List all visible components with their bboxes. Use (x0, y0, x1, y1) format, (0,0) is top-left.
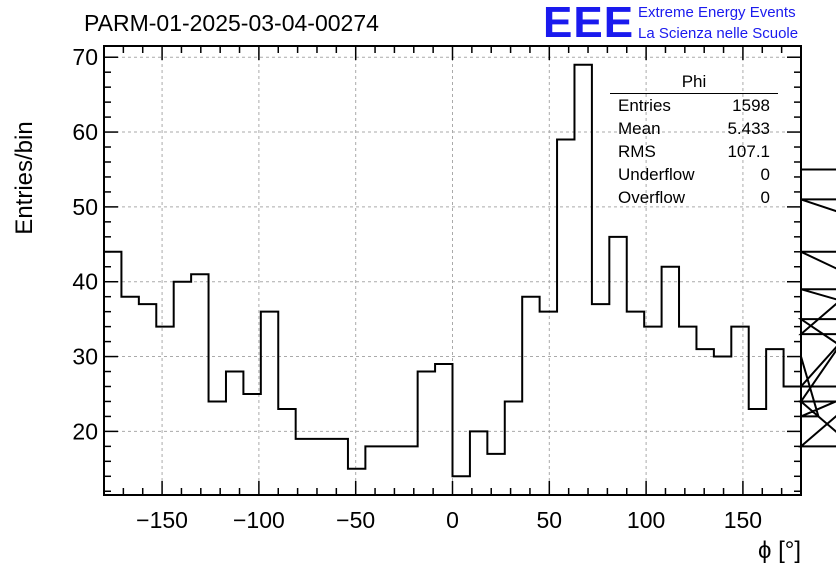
stats-row-overflow: Overflow 0 (610, 186, 778, 209)
stats-row-rms: RMS 107.1 (610, 140, 778, 163)
stats-label: Entries (618, 96, 671, 115)
x-tick-label: −100 (233, 507, 285, 533)
stats-value: 5.433 (727, 119, 770, 138)
stats-label: Mean (618, 119, 661, 138)
x-tick-label: 0 (446, 507, 459, 533)
grid (104, 46, 801, 495)
stats-row-entries: Entries 1598 (610, 94, 778, 117)
eee-logo-line1: Extreme Energy Events (638, 4, 796, 21)
y-tick-label: 60 (72, 119, 98, 145)
stats-label: RMS (618, 142, 656, 161)
stats-label: Underflow (618, 165, 695, 184)
stats-value: 107.1 (727, 142, 770, 161)
x-tick-label: 150 (724, 507, 762, 533)
histogram-series (104, 63, 836, 478)
stats-row-mean: Mean 5.433 (610, 117, 778, 140)
y-tick-label: 40 (72, 269, 98, 295)
stats-row-underflow: Underflow 0 (610, 163, 778, 186)
x-tick-label: 50 (537, 507, 563, 533)
x-tick-label: −50 (336, 507, 375, 533)
stats-value: 1598 (732, 96, 770, 115)
stats-box: Phi Entries 1598 Mean 5.433 RMS 107.1 Un… (610, 72, 778, 209)
eee-logo-text: EEE (543, 0, 635, 47)
y-tick-label: 20 (72, 418, 98, 444)
x-tick-label: 100 (627, 507, 665, 533)
tick-labels: −150 −100 −50 0 50 100 150 20 30 40 50 60 70 (72, 44, 762, 533)
y-tick-label: 50 (72, 194, 98, 220)
y-tick-label: 70 (72, 44, 98, 70)
stats-value: 0 (760, 188, 770, 207)
stats-value: 0 (760, 165, 770, 184)
stats-title: Phi (610, 72, 778, 94)
stats-label: Overflow (618, 188, 686, 207)
y-tick-label: 30 (72, 344, 98, 370)
x-axis-label: ϕ [°] (758, 537, 801, 564)
eee-logo-line2: La Scienza nelle Scuole (638, 25, 799, 42)
y-axis-label: Entries/bin (11, 121, 38, 234)
x-tick-label: −150 (136, 507, 188, 533)
chart-title: PARM-01-2025-03-04-00274 (84, 10, 379, 36)
